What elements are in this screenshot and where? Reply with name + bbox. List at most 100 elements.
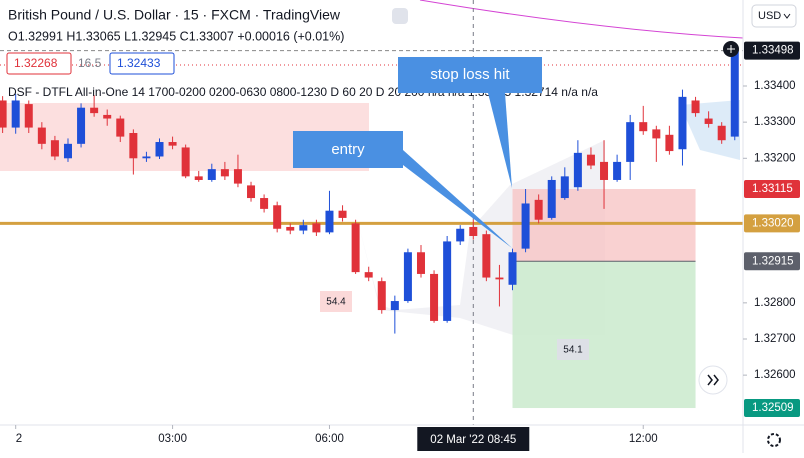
candle-body (168, 142, 177, 146)
spread: 16.5 (78, 56, 102, 70)
y-tick-label: 1.33400 (754, 80, 796, 92)
candle-body (247, 185, 256, 199)
candle-body (443, 241, 452, 321)
candle-body (260, 198, 269, 209)
candle-body (652, 129, 661, 139)
price-label: 1.32915 (752, 255, 794, 267)
currency: USD (758, 10, 781, 22)
y-tick-label: 1.33200 (754, 152, 796, 164)
session-label: 54.4 (326, 297, 346, 308)
candle-body (560, 176, 569, 199)
candle-body (194, 176, 203, 180)
candle-body (103, 114, 112, 119)
x-tick-label: 03:00 (158, 433, 187, 445)
candle-body (521, 203, 530, 249)
price-label: 1.33115 (752, 183, 793, 195)
candle-body (626, 122, 635, 162)
price-label-box (744, 180, 800, 199)
plus-icon (727, 45, 735, 53)
callout-pointer (488, 93, 512, 188)
x-tick-label: 12:00 (629, 433, 658, 445)
candle-body (416, 252, 425, 274)
candle-body (364, 272, 373, 278)
ask: 1.32433 (117, 56, 161, 70)
indicator-curve (419, 0, 744, 39)
y-tick-label: 1.32700 (754, 333, 796, 345)
annotation: entry (331, 141, 365, 158)
chevron-icon (707, 374, 719, 386)
candle-body (299, 225, 308, 231)
candle-body (338, 210, 347, 218)
candle-body (469, 226, 478, 236)
chart-title: British Pound / U.S. Dollar · 15 · FXCM … (8, 7, 341, 23)
candle-body (482, 234, 491, 278)
candle-body (325, 210, 334, 233)
y-tick-label: 1.32800 (754, 297, 796, 309)
collapse-button[interactable] (392, 8, 408, 24)
candle-body (312, 223, 321, 233)
price-label-box (744, 41, 800, 60)
candle-body (573, 152, 582, 188)
annotation: stop loss hit (430, 66, 510, 83)
callout-box (293, 131, 403, 168)
candle-body (495, 277, 504, 280)
candle-body (90, 107, 99, 114)
candle-body (390, 301, 399, 311)
price-label-box (744, 399, 800, 418)
settings-icon[interactable] (767, 433, 781, 447)
price-label: 1.32509 (752, 402, 794, 414)
price-label: 1.33498 (752, 45, 794, 57)
price-label: 1.33020 (752, 217, 794, 229)
candle-body (50, 140, 59, 157)
crosshair-label-box (417, 427, 530, 451)
price-label-box (744, 214, 800, 233)
scroll-button[interactable] (698, 365, 728, 395)
candle-body (220, 169, 229, 177)
currency-button[interactable] (751, 4, 797, 28)
ask-box[interactable] (109, 52, 175, 75)
candle-body (142, 156, 151, 159)
session-shade (680, 100, 740, 160)
candle-body (286, 226, 295, 231)
y-tick-label: 1.33300 (754, 116, 796, 128)
candle-body (508, 252, 517, 285)
candle-body (547, 179, 556, 218)
candle-body (116, 118, 125, 137)
x-tick-label: 2 (16, 433, 22, 445)
candle-body (613, 161, 622, 180)
ohlc-text: O1.32991 H1.33065 L1.32945 C1.33007 +0.0… (8, 29, 344, 43)
candle-body (534, 199, 543, 220)
candle-body (233, 169, 242, 184)
callout-box (398, 57, 542, 93)
bid: 1.32268 (14, 56, 58, 70)
crosshair-label: 02 Mar '22 08:45 (430, 434, 516, 446)
session-label-box (320, 291, 352, 312)
candle-body (678, 96, 687, 150)
candle-body (181, 147, 190, 177)
candle-body (24, 104, 33, 128)
candle-body (403, 252, 412, 302)
candle-body (273, 205, 282, 229)
session-label: 54.1 (563, 345, 583, 356)
bid-box[interactable] (6, 52, 72, 75)
y-tick-label: 1.32600 (754, 369, 796, 381)
candle-body (37, 127, 46, 144)
candle-body (704, 118, 713, 124)
candle-body (0, 100, 7, 128)
callout-pointer (403, 150, 512, 248)
candle-body (207, 169, 216, 180)
candle-body (456, 228, 465, 242)
candle-body (665, 134, 674, 152)
candle-body (77, 107, 86, 144)
candle-body (586, 154, 595, 166)
target-zone (512, 261, 696, 409)
candle-body (430, 273, 439, 321)
candle-body (639, 122, 648, 132)
candle-body (377, 281, 386, 311)
candle-body (730, 50, 739, 137)
price-label-box (744, 252, 800, 271)
candle-body (717, 125, 726, 141)
candle-body (691, 100, 700, 114)
candle-body (600, 161, 609, 180)
